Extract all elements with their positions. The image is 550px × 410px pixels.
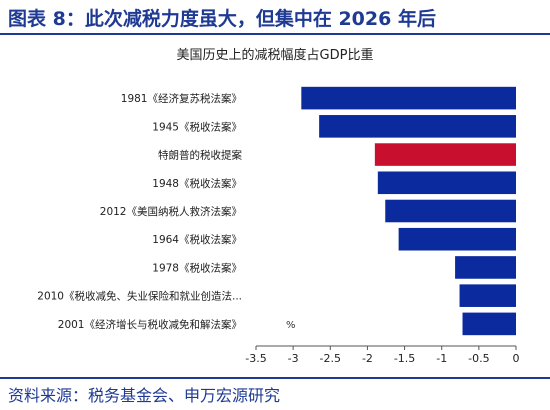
x-tick-label: -1.5	[394, 352, 415, 365]
bar	[374, 143, 516, 166]
category-label: 2012《美国纳税人救济法案》	[100, 205, 242, 218]
bar	[462, 312, 516, 336]
bar	[385, 199, 516, 223]
bar	[398, 227, 516, 251]
figure-title: 图表 8：此次减税力度虽大，但集中在 2026 年后	[8, 8, 436, 30]
category-label: 2010《税收减免、失业保险和就业创造法...	[37, 290, 242, 303]
x-tick-label: -1	[436, 352, 447, 365]
category-label: 1945《税收法案》	[152, 120, 242, 133]
chart-title: 美国历史上的减税幅度占GDP比重	[176, 48, 374, 63]
x-tick-label: -0.5	[468, 352, 489, 365]
category-label: 1964《税收法案》	[152, 233, 242, 246]
x-tick-label: -3.5	[245, 352, 266, 365]
category-label: 1981《经济复苏税法案》	[121, 92, 242, 105]
bar	[455, 256, 516, 279]
bar	[459, 284, 516, 307]
category-label: 1948《税收法案》	[152, 177, 242, 190]
unit-label: %	[286, 320, 296, 331]
title-divider	[0, 33, 550, 35]
category-label: 2001《经济增长与税收减免和解法案》	[58, 318, 242, 331]
category-label: 1978《税收法案》	[152, 261, 242, 274]
source-note: 资料来源：税务基金会、申万宏源研究	[8, 386, 281, 405]
x-tick-label: -2	[362, 352, 373, 365]
x-tick-label: -2.5	[320, 352, 341, 365]
source-divider	[0, 377, 550, 379]
bar	[319, 115, 516, 138]
x-tick-label: -3	[288, 352, 299, 365]
x-tick-label: 0	[513, 352, 520, 365]
category-label: 特朗普的税收提案	[158, 149, 242, 162]
bar	[377, 171, 516, 195]
bar	[301, 86, 516, 110]
